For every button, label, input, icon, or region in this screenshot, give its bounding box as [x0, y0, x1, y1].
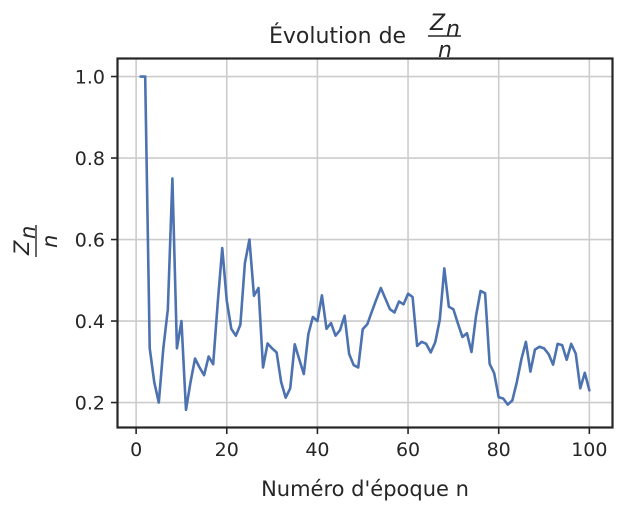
y-tick-label: 1.0 [75, 67, 105, 89]
x-ticks: 0 20 40 60 80 100 [130, 427, 607, 461]
plot-frame [116, 57, 614, 429]
chart-title: Évolution de Z n n [269, 11, 461, 63]
x-tick-label: 0 [130, 439, 142, 461]
gridlines [118, 59, 612, 427]
y-label-fraction-denominator: n [38, 235, 62, 248]
y-tick-label: 0.2 [75, 393, 105, 415]
series-line-layer [139, 75, 591, 412]
x-tick-label: 60 [396, 439, 420, 461]
x-tick-label: 40 [305, 439, 329, 461]
title-fraction-numerator: Z [429, 11, 446, 36]
x-tick-label: 100 [571, 439, 607, 461]
x-axis-label: Numéro d'époque n [261, 477, 469, 501]
y-tick-label: 0.8 [75, 148, 105, 170]
series-line [139, 75, 591, 412]
y-axis-label: Z n n [10, 225, 62, 257]
x-tick-label: 80 [487, 439, 511, 461]
y-tick-label: 0.4 [75, 311, 105, 333]
chart-title-text: Évolution de [269, 23, 406, 49]
title-fraction-denominator: n [438, 38, 452, 63]
y-label-fraction-subscript: n [16, 226, 40, 239]
x-tick-label: 20 [215, 439, 239, 461]
y-tick-label: 0.6 [75, 230, 105, 252]
y-ticks: 0.2 0.4 0.6 0.8 1.0 [75, 67, 118, 415]
y-label-fraction-numerator: Z [10, 240, 34, 256]
